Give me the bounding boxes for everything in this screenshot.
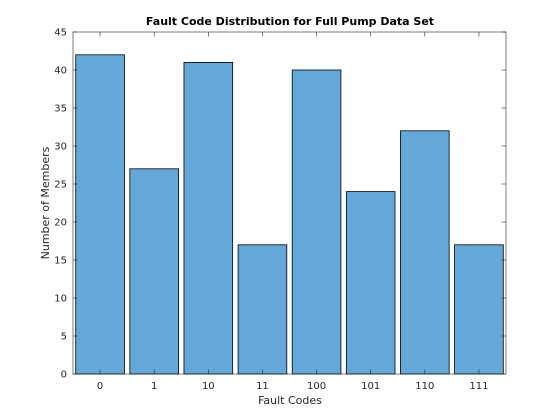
x-tick-label: 11 xyxy=(256,381,269,392)
y-tick-label: 25 xyxy=(54,180,67,191)
bar-110 xyxy=(400,130,450,375)
x-tick-label: 0 xyxy=(97,381,103,392)
y-tick-label: 5 xyxy=(61,332,67,343)
axes-box xyxy=(72,31,507,375)
bar-group xyxy=(75,54,504,375)
y-tick-label: 35 xyxy=(54,104,67,115)
x-tick-label: 111 xyxy=(469,381,488,392)
x-tick-label: 1 xyxy=(151,381,157,392)
chart-title: Fault Code Distribution for Full Pump Da… xyxy=(146,15,434,28)
y-tick-label: 45 xyxy=(54,28,67,39)
y-tick-label: 40 xyxy=(54,66,67,77)
x-tick-label: 101 xyxy=(361,381,380,392)
x-tick-group: 0 1 10 11 100 101 110 111 xyxy=(97,32,488,392)
bar-0 xyxy=(75,54,125,375)
y-tick-label: 10 xyxy=(54,294,67,305)
x-axis-label: Fault Codes xyxy=(258,394,322,407)
bar-101 xyxy=(345,191,396,375)
x-tick-label: 10 xyxy=(202,381,215,392)
x-tick-label: 100 xyxy=(307,381,326,392)
y-tick-label: 20 xyxy=(54,218,67,229)
y-axis-label: Number of Members xyxy=(39,146,52,259)
bar-1 xyxy=(129,168,179,375)
y-tick-label: 30 xyxy=(54,142,67,153)
y-tick-label: 0 xyxy=(61,370,67,381)
y-tick-group: 0 5 10 15 20 25 30 35 40 45 xyxy=(54,28,506,381)
y-tick-label: 15 xyxy=(54,256,67,267)
bar-10 xyxy=(183,62,234,375)
bar-100 xyxy=(291,69,342,375)
bar-11 xyxy=(237,244,288,375)
x-tick-label: 110 xyxy=(415,381,434,392)
bar-111 xyxy=(454,244,504,375)
axes xyxy=(72,31,507,375)
